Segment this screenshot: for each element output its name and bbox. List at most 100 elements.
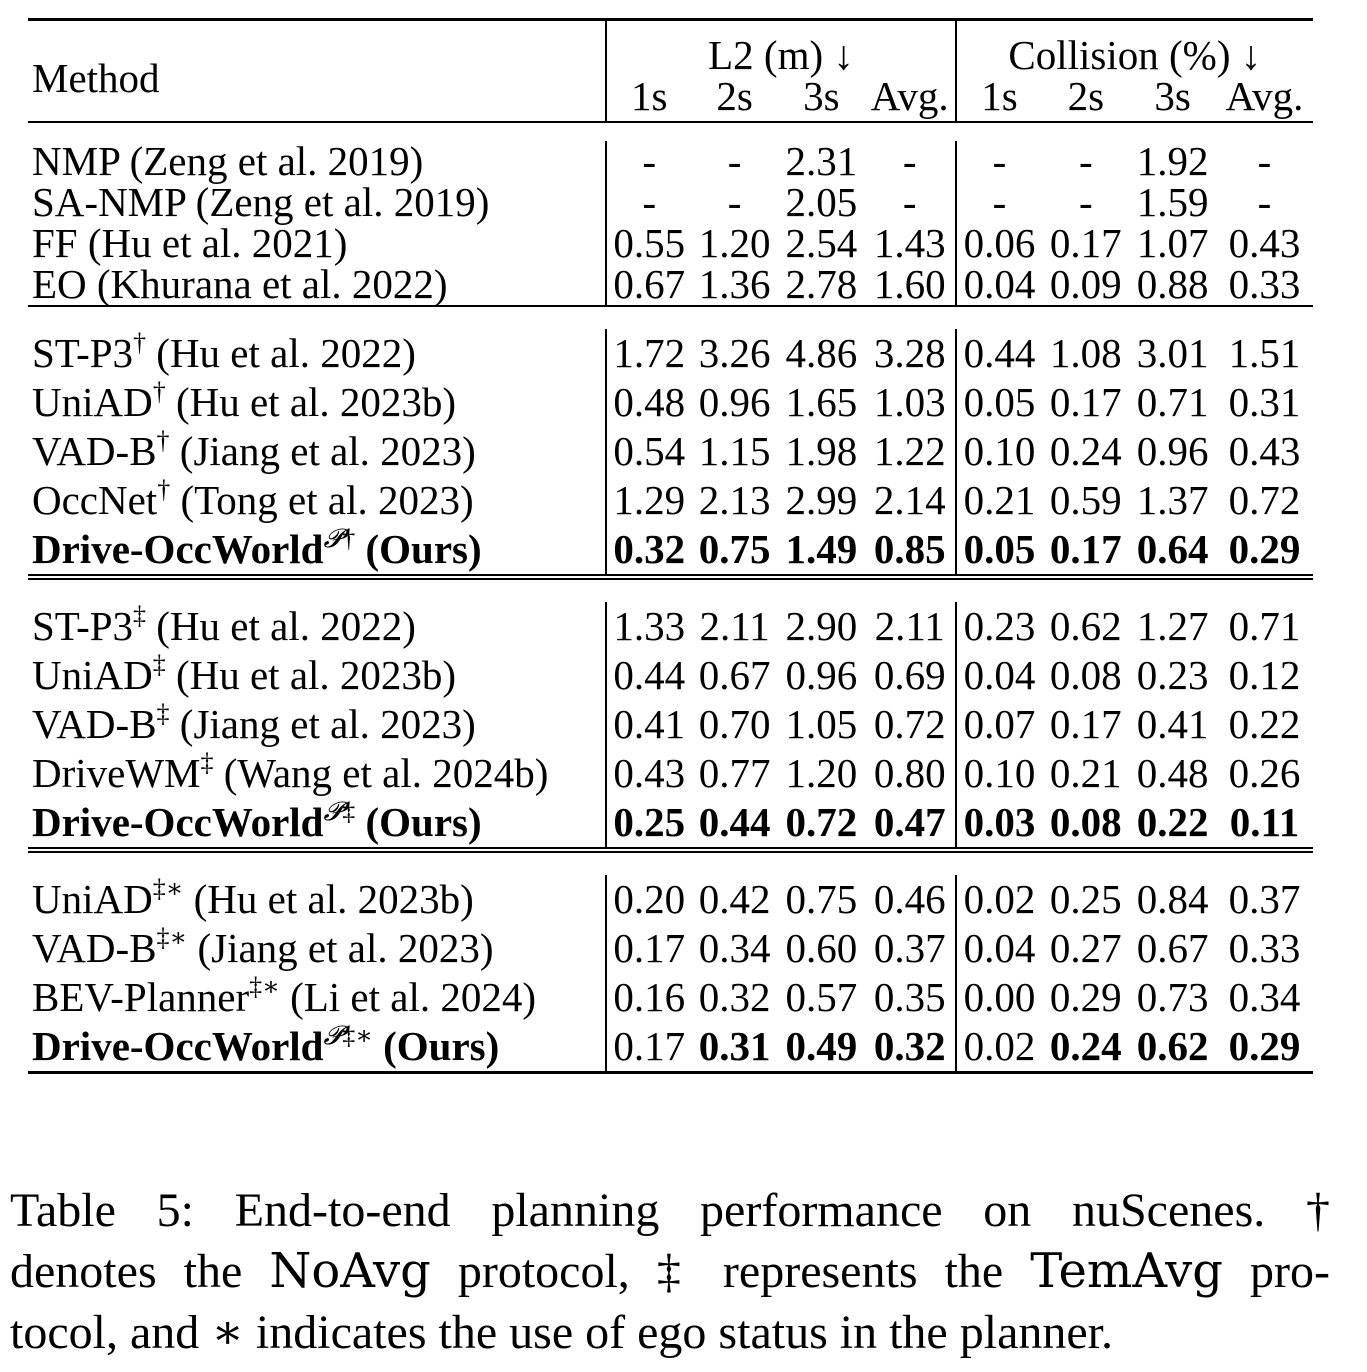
l2-value: 0.54	[605, 427, 692, 476]
l2-value: 1.20	[698, 220, 771, 266]
collision-value: 0.48	[1136, 750, 1209, 796]
method-superscript: ‡∗	[152, 874, 184, 903]
method-name: EO (Khurana et al. 2022)	[32, 261, 448, 307]
l2-value: 0.75	[785, 876, 858, 922]
table-row: EO (Khurana et al. 2022) 0.67 1.36 2.78 1.60…	[28, 264, 1313, 306]
l2-value: 1.20	[785, 750, 858, 796]
group-separator	[28, 574, 1313, 602]
collision-value: 0.02	[954, 875, 1043, 924]
l2-value: 0.20	[605, 875, 692, 924]
l2-value: 0.60	[785, 925, 858, 971]
method-citation: (Jiang et al. 2023)	[169, 701, 476, 747]
collision-value: 0.62	[1049, 603, 1122, 649]
separator-cell	[955, 847, 1043, 875]
collision-value: 0.33	[1228, 261, 1301, 307]
l2-value: -	[605, 182, 692, 223]
table-row: Drive-OccWorld𝓟‡ (Ours) 0.25 0.44 0.72 0.47 0…	[28, 798, 1313, 850]
method-cell: Drive-OccWorld𝓟† (Ours)	[28, 525, 606, 577]
method-cell: ST-P3† (Hu et al. 2022)	[28, 329, 606, 378]
collision-value: 0.05	[954, 525, 1043, 577]
collision-value: -	[1257, 138, 1272, 184]
method-superscript: †	[133, 328, 147, 357]
method-superscript: ‡∗	[156, 923, 188, 952]
method-cell: UniAD‡∗ (Hu et al. 2023b)	[28, 875, 606, 924]
collision-value: 0.33	[1228, 925, 1301, 971]
collision-value: 0.10	[954, 749, 1043, 798]
l2-value: 0.42	[698, 876, 771, 922]
l2-value: 2.54	[785, 220, 858, 266]
separator-cell	[1216, 305, 1313, 329]
table-row: VAD-B† (Jiang et al. 2023) 0.54 1.15 1.98 1.…	[28, 427, 1313, 476]
collision-value: 1.51	[1228, 330, 1301, 376]
l2-value: 0.17	[605, 924, 692, 973]
l2-col-avg: Avg.	[870, 73, 949, 119]
table-row: UniAD† (Hu et al. 2023b) 0.48 0.96 1.65 1.03…	[28, 378, 1313, 427]
method-name: Drive-OccWorld	[32, 799, 324, 845]
l2-col-1s: 1s	[605, 76, 692, 122]
table-row: ST-P3‡ (Hu et al. 2022) 1.33 2.11 2.90 2.11 0…	[28, 602, 1313, 651]
method-citation: (Ours)	[355, 799, 482, 845]
collision-value: 0.22	[1136, 799, 1209, 845]
l2-value: 1.05	[785, 701, 858, 747]
method-superscript-p: 𝓟	[323, 797, 343, 827]
collision-value: 0.44	[954, 329, 1043, 378]
l2-value: 0.55	[605, 223, 692, 264]
collision-value: 3.01	[1136, 330, 1209, 376]
l2-value: -	[727, 138, 742, 184]
collision-value: 0.37	[1228, 876, 1301, 922]
l2-value: 4.86	[785, 330, 858, 376]
method-name: VAD-B	[32, 701, 157, 747]
caption-text: protocol, ‡ represents the	[430, 1245, 1031, 1298]
method-citation: (Li et al. 2024)	[279, 974, 536, 1020]
collision-value: 0.84	[1136, 876, 1209, 922]
l2-value: 1.49	[785, 526, 858, 572]
l2-value: 0.32	[864, 1022, 956, 1074]
method-cell: ST-P3‡ (Hu et al. 2022)	[28, 602, 606, 651]
l2-value: 0.75	[698, 526, 771, 572]
collision-value: 0.08	[1049, 652, 1122, 698]
collision-col-1s: 1s	[954, 76, 1043, 122]
collision-group-header: Collision (%) ↓	[954, 18, 1313, 76]
collision-value: 0.59	[1049, 477, 1122, 523]
separator-cell	[955, 121, 1043, 141]
collision-value: 0.03	[954, 798, 1043, 850]
l2-value: 1.98	[785, 428, 858, 474]
caption-line-1: Table 5: End-to-end planning performance…	[10, 1184, 1330, 1237]
method-citation: (Wang et al. 2024b)	[213, 750, 549, 796]
method-name: UniAD	[32, 652, 153, 698]
table-row: UniAD‡∗ (Hu et al. 2023b) 0.20 0.42 0.75 0.4…	[28, 875, 1313, 924]
method-name: BEV-Planner	[32, 974, 250, 1020]
method-name: DriveWM	[32, 750, 201, 796]
separator-cell	[1129, 574, 1216, 602]
l2-value: 2.05	[785, 179, 858, 225]
method-name: FF (Hu et al. 2021)	[32, 220, 348, 266]
separator-cell	[691, 574, 778, 602]
collision-value: 0.04	[954, 264, 1043, 306]
l2-value: 0.70	[698, 701, 771, 747]
separator-cell	[1042, 121, 1130, 141]
collision-value: 0.17	[1049, 701, 1122, 747]
collision-col-avg: Avg.	[1225, 73, 1304, 119]
l2-value: 1.60	[873, 261, 946, 307]
collision-value: 1.07	[1136, 220, 1209, 266]
collision-value: 0.08	[1049, 799, 1122, 845]
collision-value: 0.02	[954, 1022, 1043, 1074]
separator-cell	[777, 305, 865, 329]
method-cell: BEV-Planner‡∗ (Li et al. 2024)	[28, 973, 606, 1022]
separator-cell	[864, 305, 956, 329]
method-superscript-p: 𝓟	[323, 524, 343, 554]
l2-value: 0.44	[605, 651, 692, 700]
collision-value: 1.08	[1049, 330, 1122, 376]
group-separator	[28, 121, 1313, 141]
caption-temavg: TemAvg	[1030, 1243, 1223, 1299]
l2-value: 0.67	[605, 264, 692, 306]
table-row: SA-NMP (Zeng et al. 2019) - -2.05- - -1.59-	[28, 182, 1313, 223]
collision-value: 0.29	[1228, 526, 1301, 572]
separator-cell	[1216, 574, 1313, 602]
l2-value: 2.90	[785, 603, 858, 649]
method-citation: (Hu et al. 2023b)	[183, 876, 474, 922]
collision-value: 0.17	[1049, 379, 1122, 425]
l2-col-2s: 2s	[716, 73, 753, 119]
collision-value: 0.07	[954, 700, 1043, 749]
separator-cell	[691, 847, 778, 875]
